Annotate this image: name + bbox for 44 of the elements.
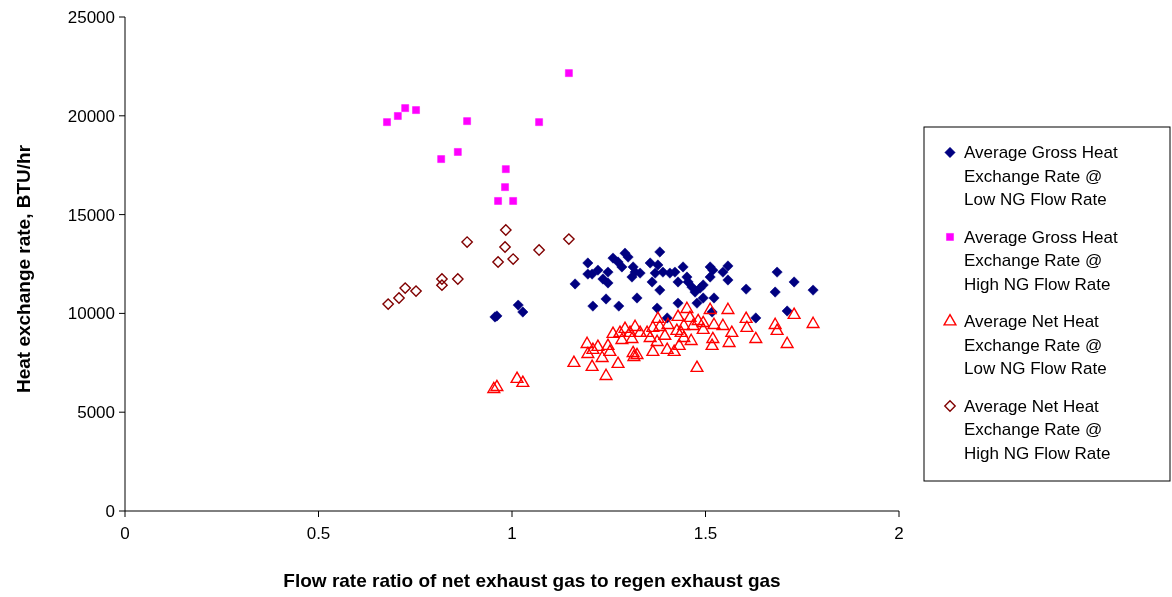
point bbox=[501, 183, 509, 191]
point bbox=[383, 118, 391, 126]
point bbox=[509, 197, 517, 205]
legend-label: Average Gross Heat Exchange Rate @ Low NG Flow Rate bbox=[964, 143, 1118, 210]
point bbox=[535, 118, 543, 126]
y-tick-label: 20000 bbox=[67, 106, 115, 126]
point bbox=[507, 253, 520, 265]
x-tick-label: 1 bbox=[507, 524, 517, 543]
legend-label: Average Gross Heat Exchange Rate @ High NG Flow Rate bbox=[964, 227, 1118, 294]
legend-label: Average Net Heat Exchange Rate @ Low NG Flow Rate bbox=[964, 312, 1107, 379]
legend-label: Average Net Heat Exchange Rate @ High NG Flow Rate bbox=[964, 396, 1111, 463]
y-axis-title: Heat exchange rate, BTU/hr bbox=[13, 144, 34, 394]
y-tick-label: 10000 bbox=[67, 304, 115, 324]
point bbox=[399, 282, 412, 294]
point bbox=[382, 298, 395, 310]
point bbox=[454, 148, 462, 156]
y-tick-label: 0 bbox=[105, 501, 115, 521]
point bbox=[461, 236, 473, 248]
x-tick-label: 0.5 bbox=[306, 524, 331, 543]
point bbox=[410, 285, 422, 297]
point bbox=[563, 233, 575, 245]
point bbox=[502, 165, 510, 173]
point bbox=[494, 197, 502, 205]
point bbox=[401, 104, 409, 112]
x-axis-title: Flow rate ratio of net exhaust gas to regen exhaust gas bbox=[283, 570, 781, 591]
x-tick-label: 0 bbox=[120, 524, 130, 543]
x-tick-label: 2 bbox=[894, 524, 904, 543]
y-tick-label: 25000 bbox=[67, 7, 115, 27]
x-tick-label: 1.5 bbox=[693, 524, 718, 543]
point bbox=[492, 256, 504, 268]
point bbox=[499, 241, 511, 253]
point bbox=[394, 112, 402, 120]
point bbox=[565, 69, 573, 77]
point bbox=[437, 155, 445, 163]
point bbox=[463, 117, 471, 125]
point bbox=[436, 273, 448, 285]
y-tick-label: 15000 bbox=[67, 205, 115, 225]
point bbox=[533, 244, 545, 256]
point bbox=[451, 273, 464, 285]
point bbox=[393, 292, 405, 304]
y-tick-label: 5000 bbox=[77, 403, 115, 423]
point bbox=[412, 106, 420, 114]
point bbox=[499, 224, 512, 236]
point bbox=[436, 279, 448, 292]
